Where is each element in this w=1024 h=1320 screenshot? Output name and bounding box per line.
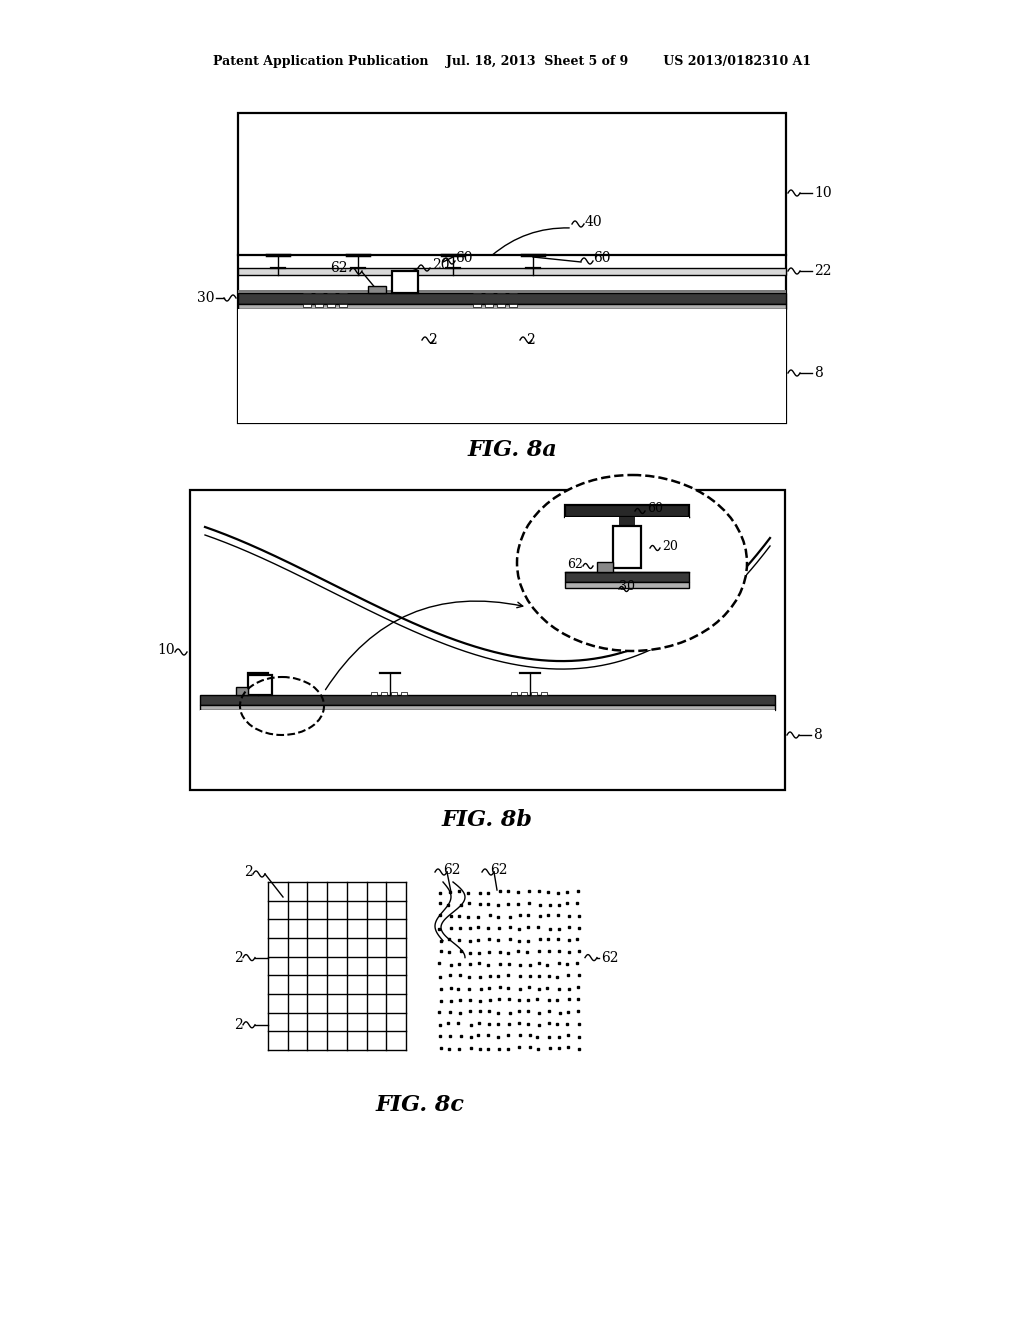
Bar xyxy=(565,582,689,587)
Bar xyxy=(497,304,505,308)
Text: 62: 62 xyxy=(331,261,348,275)
Ellipse shape xyxy=(517,475,746,651)
Bar xyxy=(327,290,335,293)
Text: 62: 62 xyxy=(490,863,508,876)
Bar xyxy=(190,490,785,789)
Text: 2: 2 xyxy=(234,950,243,965)
Text: 60: 60 xyxy=(593,251,610,265)
Bar xyxy=(511,692,517,696)
Bar xyxy=(339,304,347,308)
Text: 62: 62 xyxy=(443,863,461,876)
Text: 40: 40 xyxy=(585,215,603,228)
Bar xyxy=(238,114,786,422)
Bar xyxy=(327,304,335,308)
Text: 60: 60 xyxy=(455,251,472,265)
Text: 20: 20 xyxy=(432,257,450,272)
Text: 10: 10 xyxy=(158,643,175,657)
Bar xyxy=(238,290,786,293)
Bar xyxy=(485,304,493,308)
Text: FIG. 8c: FIG. 8c xyxy=(376,1094,465,1115)
Bar xyxy=(509,304,517,308)
Bar xyxy=(392,271,418,293)
Text: 62: 62 xyxy=(567,557,583,570)
Bar xyxy=(541,692,547,696)
Bar xyxy=(473,290,481,293)
Bar xyxy=(473,304,481,308)
Bar xyxy=(238,293,786,304)
Bar xyxy=(303,304,311,308)
Bar xyxy=(368,286,386,293)
Text: FIG. 8a: FIG. 8a xyxy=(467,440,557,461)
Text: 30: 30 xyxy=(618,581,635,594)
Bar xyxy=(238,304,786,309)
Text: 2: 2 xyxy=(428,333,436,347)
Bar xyxy=(401,692,407,696)
Text: Patent Application Publication    Jul. 18, 2013  Sheet 5 of 9        US 2013/018: Patent Application Publication Jul. 18, … xyxy=(213,55,811,69)
Text: 8: 8 xyxy=(813,729,821,742)
Text: 10: 10 xyxy=(814,186,831,201)
Text: 22: 22 xyxy=(814,264,831,279)
Bar xyxy=(200,710,775,780)
Bar xyxy=(315,304,323,308)
Bar xyxy=(618,517,635,525)
Text: 62: 62 xyxy=(601,950,618,965)
Bar xyxy=(238,309,786,422)
Bar xyxy=(303,290,311,293)
Bar xyxy=(613,525,641,568)
Bar xyxy=(497,290,505,293)
Text: 60: 60 xyxy=(647,503,663,516)
Bar xyxy=(531,692,537,696)
Bar xyxy=(236,686,248,696)
Bar xyxy=(565,506,689,517)
Bar xyxy=(248,675,272,696)
Bar xyxy=(521,692,527,696)
Bar xyxy=(339,290,347,293)
Text: FIG. 8b: FIG. 8b xyxy=(441,809,532,832)
Bar xyxy=(391,692,397,696)
Text: 2: 2 xyxy=(525,333,535,347)
Text: 2: 2 xyxy=(234,1018,243,1032)
Bar xyxy=(238,268,786,275)
Bar xyxy=(371,692,377,696)
Bar xyxy=(200,696,775,705)
Bar xyxy=(597,562,613,572)
Bar xyxy=(565,572,689,582)
Text: 8: 8 xyxy=(814,366,822,380)
Bar xyxy=(315,290,323,293)
Text: 2: 2 xyxy=(245,865,253,879)
Bar xyxy=(381,692,387,696)
Text: 30: 30 xyxy=(197,290,214,305)
Bar xyxy=(485,290,493,293)
Text: 20: 20 xyxy=(662,540,678,553)
Bar xyxy=(565,517,689,531)
Bar xyxy=(509,290,517,293)
Bar xyxy=(200,705,775,710)
